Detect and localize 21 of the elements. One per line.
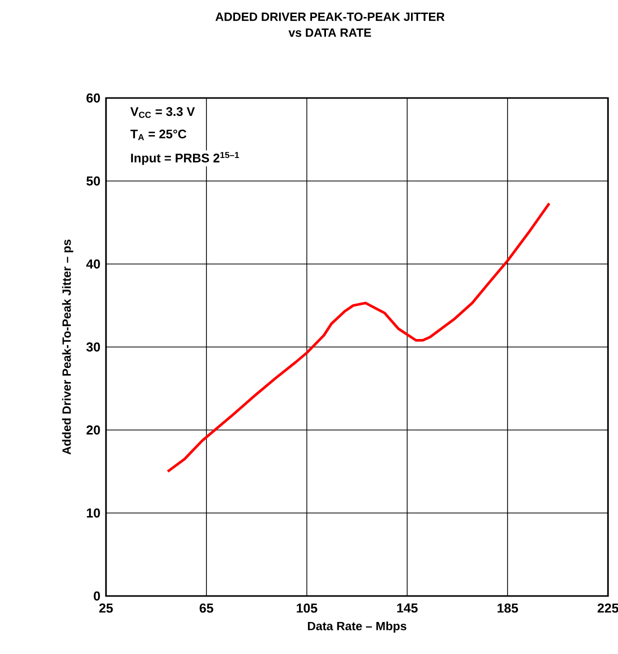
y-tick-label: 50 <box>86 176 100 186</box>
y-tick-label: 40 <box>86 259 100 269</box>
annotation: T$_{A}$ = 25°C <box>130 130 186 140</box>
x-axis-title: Data Rate – Mbps <box>308 622 406 633</box>
x-tick-label: 145 <box>397 604 418 613</box>
x-tick-label: 185 <box>498 604 518 613</box>
y-axis-title: Added Driver Peak-To-Peak Jitter – ps <box>62 240 74 455</box>
annotation: Input = PRBS 2$^{15–1}$ <box>131 152 240 165</box>
x-tick-label: 25 <box>99 604 113 613</box>
y-tick-label: 10 <box>86 508 100 518</box>
y-tick-label: 30 <box>86 342 100 352</box>
annotation: V$_{CC}$ = 3.3 V <box>130 107 195 118</box>
x-tick-label: 65 <box>200 604 214 613</box>
chart-subtitle: vs DATA RATE <box>288 28 372 37</box>
x-tick-label: 105 <box>296 604 318 613</box>
y-tick-label: 20 <box>86 425 100 435</box>
line-series <box>166 202 551 473</box>
y-tick-label: 60 <box>86 93 100 103</box>
chart-title: ADDED DRIVER PEAK-TO-PEAK JITTER <box>215 12 445 21</box>
y-tick-label: 0 <box>94 591 100 601</box>
x-tick-label: 225 <box>598 604 618 613</box>
